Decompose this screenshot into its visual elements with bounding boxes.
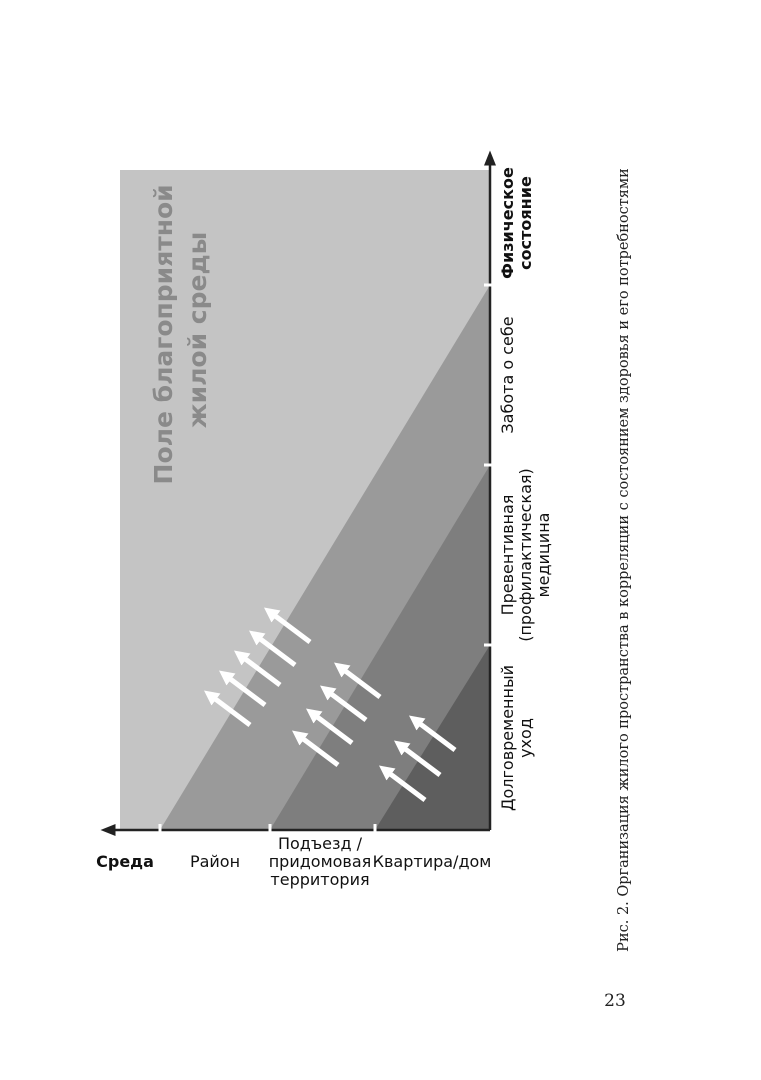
axis-label: Забота о себе [498,316,517,433]
arrow [409,715,457,752]
arrow [234,650,282,687]
axis-label-line: Квартира/дом [373,852,492,871]
axis-label-line: Среда [96,852,154,871]
arrow [292,730,340,767]
axis-label: Физическоесостояние [498,167,535,279]
axis-label-line: медицина [534,513,553,598]
axis-label-line: Превентивная [498,495,517,616]
arrow [204,690,252,727]
field-label: Поле благоприятной жилой среды [149,176,212,485]
axis-label-line: (профилактическая) [516,468,535,642]
axis-label-line: Долговременный [498,665,517,811]
axis-label-line: Район [190,852,240,871]
axis-label: Район [190,852,240,871]
axis-label: Превентивная(профилактическая)медицина [498,468,553,642]
y-label: Район [190,852,240,871]
caption: Рис. 2. Организация жилого пространства … [616,168,632,952]
arrow [334,662,382,699]
arrow [379,765,427,802]
axis-label-line: состояние [516,176,535,270]
axis-label: Квартира/дом [373,852,492,871]
arrow [219,670,267,707]
field-label-line: жилой среды [183,232,212,429]
axis-label: Долговременныйуход [498,665,535,811]
y-label: Подъезд / придомовая территория [269,834,372,889]
y-label: Квартира/дом [373,852,492,871]
page-number: 23 [604,991,626,1011]
arrow [306,708,354,745]
axis-label: Подъезд / придомовая территория [269,834,372,889]
ticks [158,283,496,836]
arrow [320,685,368,722]
y-label: Среда [96,852,154,871]
arrow [394,740,442,777]
arrow [249,630,297,667]
axis-label-line: придомовая [269,852,372,871]
axis-label: Среда [96,852,154,871]
axis-label-line: уход [516,718,535,758]
field-label-line: Поле благоприятной [149,184,178,484]
arrows [204,607,457,802]
figure: Поле благоприятной жилой среды Долговрем… [96,150,553,889]
axis-label-line: Забота о себе [498,316,517,433]
arrow [264,607,312,644]
axis-label-line: Физическое [498,167,517,279]
axis-label-line: Подъезд / [278,834,363,853]
axis-label-line: территория [270,870,369,889]
